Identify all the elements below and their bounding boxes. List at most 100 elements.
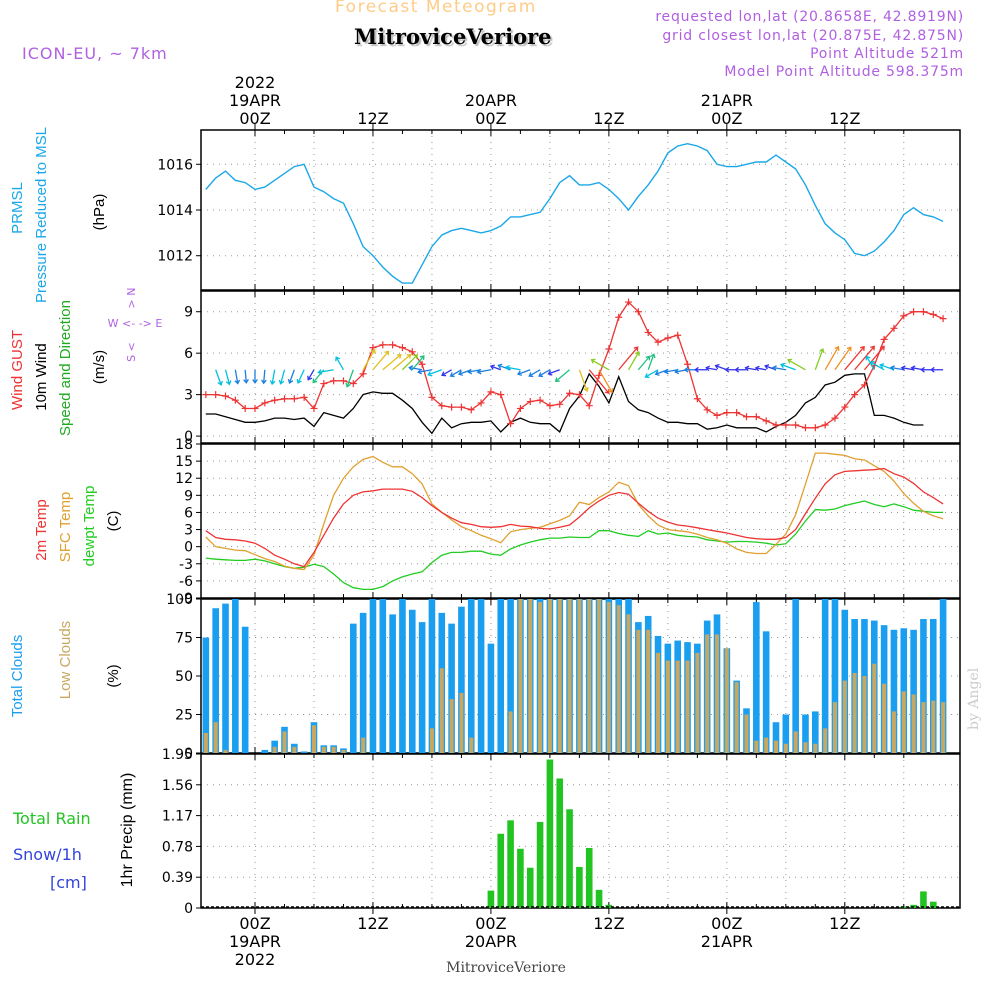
- bottom-axis-label: 20APR: [465, 932, 517, 951]
- wind-arrow-shaft: [578, 369, 588, 392]
- wind-arrow-shaft: [787, 359, 806, 371]
- wind-arrow-head: [865, 355, 871, 361]
- top-axis-label: 19APR: [229, 91, 281, 110]
- wind-arrow-head: [644, 373, 650, 379]
- wind-arrow-head: [724, 366, 730, 373]
- low-clouds-bar: [921, 702, 926, 753]
- top-axis-label: 2022: [235, 73, 276, 92]
- wind-arrow-head: [554, 377, 560, 383]
- wind-arrow-shaft: [627, 351, 640, 371]
- rain-bar: [929, 901, 937, 908]
- wind-arrow: [362, 348, 376, 371]
- wind-gust-marker: [428, 393, 436, 401]
- wind-arrow: [417, 368, 433, 375]
- clouds-ytick-label: 100: [166, 592, 193, 608]
- wind-gust-marker: [723, 409, 731, 417]
- wind-arrow-shaft: [450, 369, 462, 377]
- total-clouds-bar: [900, 628, 908, 753]
- low-clouds-bar: [754, 740, 759, 753]
- wind-gust-marker: [634, 308, 642, 316]
- wind-gust-marker: [644, 328, 652, 336]
- total-clouds-bar: [399, 599, 406, 753]
- wind-arrow: [296, 369, 305, 384]
- total-clouds-bar: [389, 614, 396, 753]
- wind-gust-marker: [477, 399, 485, 407]
- wind-gust-marker: [222, 392, 230, 400]
- wind-arrow-shaft: [224, 369, 231, 385]
- wind-arrow-head: [489, 364, 495, 370]
- temperature-ytick-label: -3: [179, 557, 193, 573]
- wind-arrow-head: [225, 380, 232, 386]
- total-clouds-bar: [467, 599, 475, 753]
- total-clouds-bar: [753, 602, 760, 753]
- low-clouds-bar: [646, 629, 651, 753]
- wind-gust-marker: [762, 417, 770, 425]
- wind-arrow-shaft: [427, 369, 442, 376]
- wind-arrow-head: [834, 345, 840, 351]
- wind-arrow-head: [217, 380, 223, 386]
- low-clouds-bar: [636, 629, 641, 753]
- wind-gust-marker: [693, 395, 701, 403]
- pressure-panel: 1012 1014 1016: [157, 129, 961, 291]
- total-clouds-bar: [890, 629, 898, 753]
- wind-arrow: [854, 345, 875, 371]
- wind-gust-marker: [202, 391, 210, 399]
- wind-gust-marker: [772, 421, 780, 429]
- wind-arrow-head: [384, 350, 390, 356]
- wind-gust-marker: [821, 421, 829, 429]
- pressure-unit-label: (hPa): [91, 194, 108, 231]
- wind-gust-marker: [487, 388, 495, 396]
- wind-arrow-shaft: [588, 369, 610, 394]
- wind-arrow-head: [505, 364, 511, 371]
- rain-bar: [585, 847, 593, 908]
- low-clouds-bar: [518, 599, 523, 753]
- model-altitude: Model Point Altitude 598.375m: [724, 64, 964, 80]
- wind-speed-line: [205, 372, 924, 435]
- wind-arrow-shaft: [335, 356, 345, 371]
- wind-gust-marker: [536, 396, 544, 404]
- wind-arrow-shaft: [517, 369, 531, 375]
- wind-gust-marker: [261, 399, 269, 407]
- wind-arrow-shaft: [870, 361, 885, 371]
- precip-ytick-label: 1.17: [162, 809, 193, 825]
- precip-ytick-label: 0: [184, 901, 193, 917]
- wind-arrow: [516, 369, 531, 376]
- wind-arrow: [243, 369, 249, 384]
- clouds-ytick-label: 50: [175, 669, 193, 685]
- requested-location: requested lon,lat (20.8658E, 42.8919N): [655, 9, 964, 25]
- wind-arrow: [372, 350, 390, 371]
- wind-arrow-head: [243, 378, 249, 384]
- low-clouds-bar: [793, 731, 798, 753]
- wind-gust-marker: [664, 334, 672, 342]
- total-clouds-bar: [792, 599, 799, 753]
- chart-title: MitroviceVeriore: [354, 24, 552, 49]
- low-clouds-bar: [203, 732, 208, 753]
- wind-arrow-shaft: [528, 369, 541, 377]
- wind-arrow-head: [780, 362, 786, 369]
- low-clouds-bar: [528, 599, 533, 753]
- wind-gust-marker: [418, 360, 426, 368]
- top-axis-label: 12Z: [593, 109, 624, 128]
- wind-10m-label: 10m Wind: [33, 343, 50, 411]
- wind-arrow: [411, 355, 425, 371]
- wind-arrow: [269, 369, 276, 386]
- total-clouds-bar: [241, 626, 249, 753]
- wind-arrow-shaft: [618, 346, 639, 371]
- rain-bar: [517, 848, 524, 908]
- temperature-ytick-label: -9: [179, 591, 193, 607]
- wind-arrow-head: [819, 348, 825, 354]
- wind-gust-marker: [507, 420, 515, 428]
- bottom-axis-label: 12Z: [829, 914, 860, 933]
- wind-arrow: [554, 369, 570, 383]
- wind-gust-marker: [566, 389, 574, 397]
- wind-gust-marker: [310, 404, 318, 412]
- wind-gust-marker: [556, 400, 564, 408]
- total-clouds-bar: [350, 623, 357, 753]
- wind-arrow-head: [370, 348, 376, 354]
- temperature-ytick-label: 15: [175, 454, 193, 470]
- low-clouds-bar: [842, 680, 847, 753]
- dewpoint-label: dewpt Temp: [81, 486, 98, 567]
- low-clouds-bar: [567, 599, 572, 753]
- pressure-frame: [200, 129, 961, 291]
- wind-arrow-shaft: [401, 354, 418, 371]
